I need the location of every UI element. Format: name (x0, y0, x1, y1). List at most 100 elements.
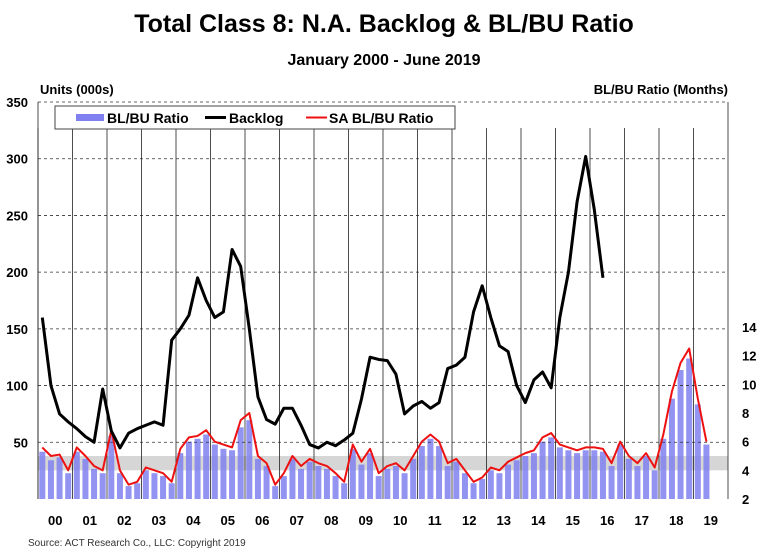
legend-box (54, 105, 456, 130)
bar-bl-bu-ratio (427, 438, 434, 499)
bar-bl-bu-ratio (668, 398, 675, 499)
bar-bl-bu-ratio (349, 448, 356, 499)
x-tick-label: 08 (324, 513, 338, 528)
x-tick-label: 04 (186, 513, 201, 528)
bar-bl-bu-ratio (703, 444, 710, 499)
bar-bl-bu-ratio (323, 468, 330, 499)
right-tick-label: 2 (742, 492, 749, 507)
bar-bl-bu-ratio (151, 473, 158, 499)
right-axis-label: BL/BU Ratio (Months) (593, 82, 728, 97)
legend-label: SA BL/BU Ratio (329, 110, 433, 126)
x-tick-label: 14 (531, 513, 546, 528)
bar-bl-bu-ratio (574, 453, 581, 499)
bar-bl-bu-ratio (116, 473, 123, 499)
bar-bl-bu-ratio (410, 458, 417, 499)
bar-bl-bu-ratio (272, 486, 279, 499)
bar-bl-bu-ratio (401, 473, 408, 499)
bar-bl-bu-ratio (220, 448, 227, 499)
bar-bl-bu-ratio (289, 458, 296, 499)
bar-bl-bu-ratio (65, 473, 72, 499)
x-tick-label: 17 (635, 513, 649, 528)
x-tick-label: 00 (48, 513, 62, 528)
x-tick-label: 19 (704, 513, 718, 528)
bar-bl-bu-ratio (237, 427, 244, 499)
source-note: Source: ACT Research Co., LLC: Copyright… (28, 538, 246, 549)
legend-label: BL/BU Ratio (107, 110, 189, 126)
x-tick-label: 07 (290, 513, 304, 528)
x-tick-label: 13 (497, 513, 511, 528)
right-tick-label: 12 (742, 349, 756, 364)
bar-bl-bu-ratio (530, 453, 537, 499)
bar-bl-bu-ratio (177, 453, 184, 499)
right-tick-label: 6 (742, 435, 749, 450)
bar-bl-bu-ratio (332, 476, 339, 499)
bar-bl-bu-ratio (229, 450, 236, 499)
bar-bl-bu-ratio (211, 444, 218, 499)
bar-bl-bu-ratio (56, 457, 63, 499)
x-tick-label: 09 (359, 513, 373, 528)
bar-bl-bu-ratio (582, 450, 589, 499)
right-tick-label: 14 (742, 320, 757, 335)
bar-bl-bu-ratio (461, 473, 468, 499)
bar-bl-bu-ratio (142, 470, 149, 499)
bar-bl-bu-ratio (453, 461, 460, 499)
bar-bl-bu-ratio (315, 466, 322, 499)
x-tick-label: 05 (221, 513, 235, 528)
bar-bl-bu-ratio (625, 458, 632, 499)
line-backlog (40, 154, 605, 450)
bar-bl-bu-ratio (185, 441, 192, 499)
x-tick-label: 12 (462, 513, 476, 528)
bar-bl-bu-ratio (470, 483, 477, 499)
bar-bl-bu-ratio (384, 468, 391, 499)
bar-bl-bu-ratio (125, 486, 132, 499)
bar-bl-bu-ratio (306, 461, 313, 499)
bar-bl-bu-ratio (556, 447, 563, 499)
bar-bl-bu-ratio (73, 451, 80, 499)
bar-bl-bu-ratio (203, 434, 210, 499)
left-tick-label: 350 (6, 95, 28, 110)
x-tick-label: 10 (393, 513, 407, 528)
left-tick-label: 300 (6, 152, 28, 167)
right-tick-label: 8 (742, 406, 749, 421)
bar-bl-bu-ratio (591, 450, 598, 499)
x-tick-label: 18 (669, 513, 683, 528)
bar-bl-bu-ratio (280, 476, 287, 499)
bar-bl-bu-ratio (298, 468, 305, 499)
bar-bl-bu-ratio (246, 420, 253, 499)
x-tick-label: 01 (83, 513, 97, 528)
bar-bl-bu-ratio (367, 453, 374, 499)
bar-bl-bu-ratio (660, 438, 667, 499)
bar-bl-bu-ratio (643, 456, 650, 499)
bar-bl-bu-ratio (634, 466, 641, 499)
x-tick-label: 15 (566, 513, 580, 528)
x-tick-label: 06 (255, 513, 269, 528)
bar-bl-bu-ratio (91, 468, 98, 499)
bar-bl-bu-ratio (548, 437, 555, 499)
bar-bl-bu-ratio (82, 458, 89, 499)
left-axis-label: Units (000s) (40, 82, 114, 97)
bar-bl-bu-ratio (358, 464, 365, 499)
bar-bl-bu-ratio (599, 451, 606, 499)
legend-swatch-bars (76, 114, 104, 121)
bar-bl-bu-ratio (487, 470, 494, 499)
right-tick-label: 4 (742, 463, 750, 478)
left-tick-label: 50 (14, 435, 28, 450)
bar-bl-bu-ratio (108, 435, 115, 499)
bar-bl-bu-ratio (539, 441, 546, 499)
bar-bl-bu-ratio (436, 445, 443, 499)
line-sa-bl-bu-ratio (41, 347, 708, 486)
bar-bl-bu-ratio (565, 450, 572, 499)
bar-bl-bu-ratio (375, 476, 382, 499)
bar-bl-bu-ratio (263, 466, 270, 499)
bar-bl-bu-ratio (160, 476, 167, 499)
bar-bl-bu-ratio (651, 470, 658, 499)
bar-bl-bu-ratio (677, 370, 684, 499)
bar-bl-bu-ratio (194, 438, 201, 499)
bar-bl-bu-ratio (686, 358, 693, 499)
x-tick-label: 03 (152, 513, 166, 528)
left-tick-label: 250 (6, 208, 28, 223)
x-tick-label: 16 (600, 513, 614, 528)
bar-bl-bu-ratio (513, 460, 520, 499)
bar-bl-bu-ratio (341, 483, 348, 499)
